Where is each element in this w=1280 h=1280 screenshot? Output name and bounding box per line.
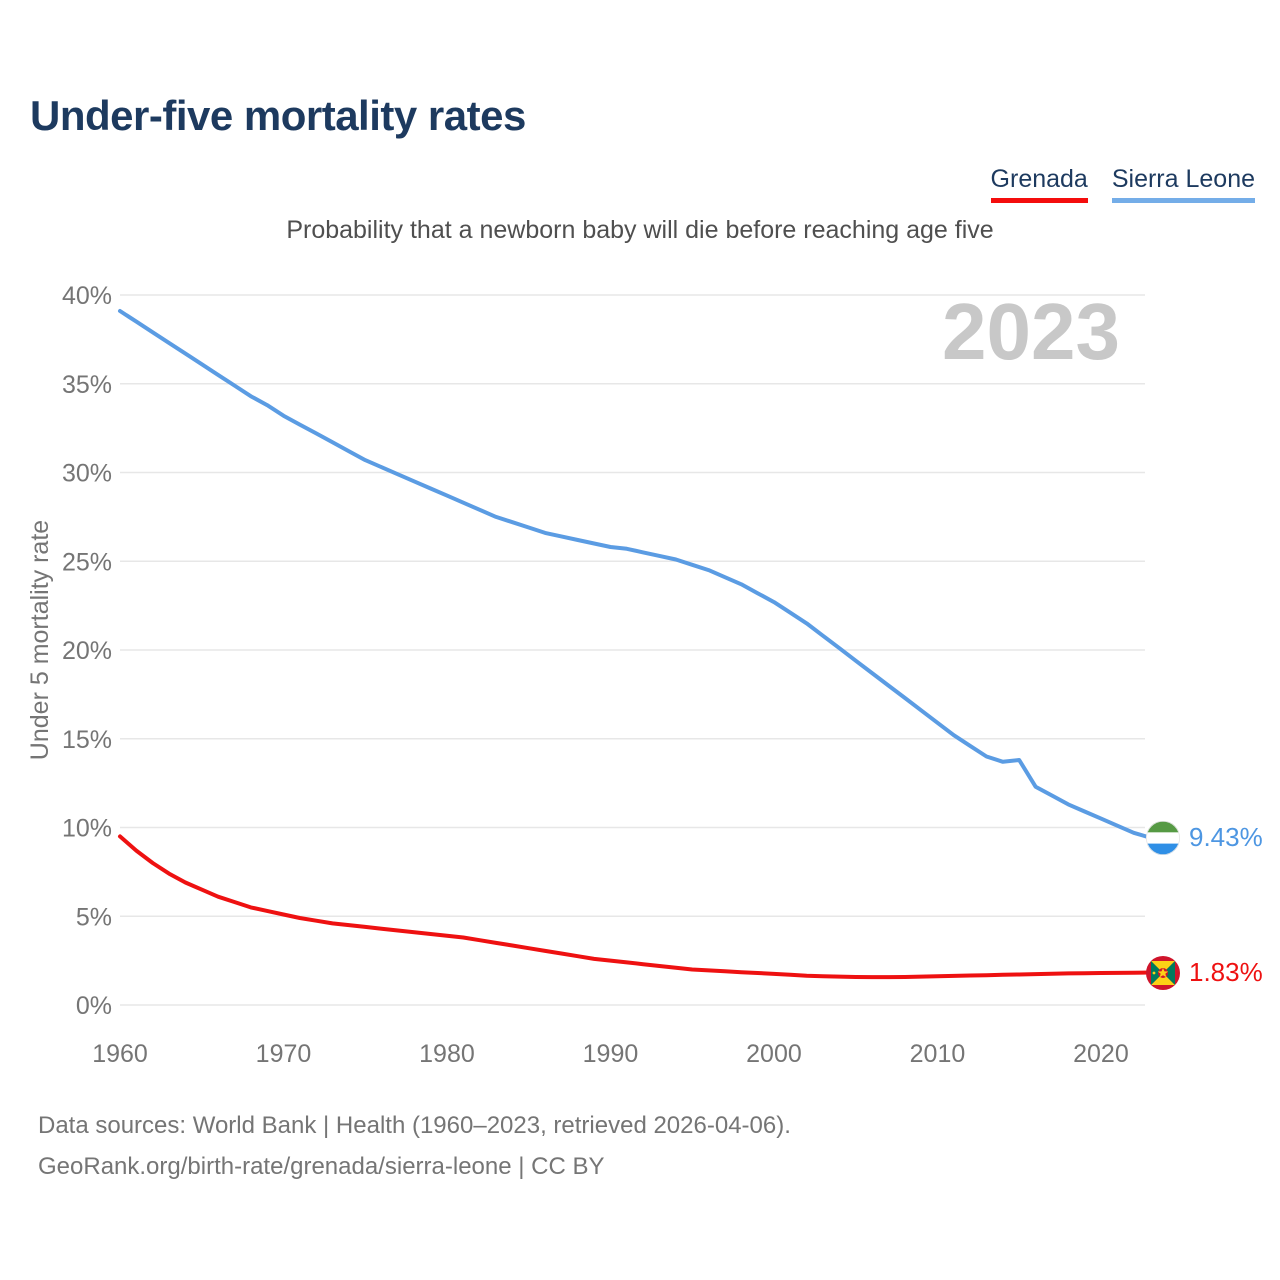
year-watermark: 2023: [942, 287, 1120, 376]
svg-text:30%: 30%: [62, 460, 112, 488]
legend: Grenada Sierra Leone: [990, 165, 1255, 203]
svg-text:15%: 15%: [62, 726, 112, 754]
sierra-leone-flag-icon: [1146, 820, 1180, 855]
svg-text:35%: 35%: [62, 371, 112, 399]
page-title: Under-five mortality rates: [30, 92, 526, 139]
svg-text:40%: 40%: [62, 282, 112, 310]
svg-text:1990: 1990: [583, 1040, 639, 1068]
attribution-text: GeoRank.org/birth-rate/grenada/sierra-le…: [38, 1153, 605, 1180]
sierra-leone-endpoint: 9.43%: [1146, 820, 1263, 855]
svg-text:Under 5 mortality rate: Under 5 mortality rate: [26, 520, 54, 760]
svg-text:25%: 25%: [62, 548, 112, 576]
legend-item-grenada[interactable]: Grenada: [990, 165, 1088, 203]
data-sources-text: Data sources: World Bank | Health (1960–…: [38, 1112, 791, 1139]
svg-text:1980: 1980: [419, 1040, 475, 1068]
chart-subtitle: Probability that a newborn baby will die…: [286, 216, 994, 244]
footer: Data sources: World Bank | Health (1960–…: [38, 1105, 791, 1187]
svg-text:2000: 2000: [746, 1040, 802, 1068]
grenada-value-label: 1.83%: [1189, 957, 1263, 988]
legend-item-sierra-leone[interactable]: Sierra Leone: [1111, 165, 1255, 203]
grenada-endpoint: 1.83%: [1146, 955, 1263, 990]
svg-text:1970: 1970: [256, 1040, 312, 1068]
grenada-flag-icon: [1146, 955, 1180, 990]
svg-text:10%: 10%: [62, 815, 112, 843]
svg-text:1960: 1960: [92, 1040, 148, 1068]
svg-text:0%: 0%: [76, 992, 112, 1020]
svg-text:2010: 2010: [910, 1040, 966, 1068]
svg-text:2020: 2020: [1073, 1040, 1129, 1068]
svg-text:20%: 20%: [62, 637, 112, 665]
sierra-leone-value-label: 9.43%: [1189, 822, 1263, 853]
svg-text:5%: 5%: [76, 903, 112, 931]
